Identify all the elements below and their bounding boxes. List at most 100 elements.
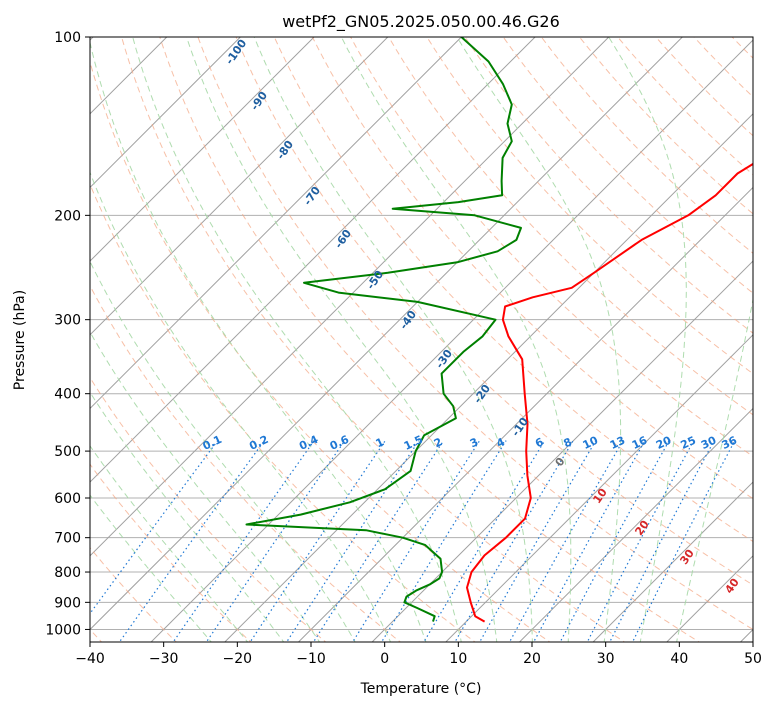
- isotherm-line: [90, 37, 463, 410]
- isotherm-line: [371, 260, 753, 642]
- mixing-ratio-line: [249, 440, 386, 642]
- dry-adiabat-line: [731, 37, 753, 59]
- isotherm-line: [150, 39, 753, 642]
- temperature-profile-line: [466, 162, 753, 623]
- y-tick-label: 1000: [45, 622, 81, 638]
- dry-adiabat-label: -30: [433, 347, 455, 371]
- y-tick-label: 700: [54, 531, 81, 547]
- dry-adiabat-line: [540, 37, 753, 254]
- y-axis-label: Pressure (hPa): [12, 290, 28, 390]
- chart-title: wetPf2_GN05.2025.050.00.46.G26: [282, 12, 560, 32]
- x-tick-label: 10: [449, 651, 467, 667]
- dry-adiabats: [90, 37, 753, 642]
- dry-adiabat-label: 20: [632, 518, 652, 538]
- dry-adiabat-label: -60: [332, 227, 354, 251]
- dry-adiabat-line: [273, 37, 753, 543]
- x-tick-label: −30: [149, 651, 179, 667]
- plot-frame: [89, 36, 754, 643]
- x-tick-label: 0: [380, 651, 389, 667]
- moist-adiabat-line: [253, 37, 533, 642]
- mixing-ratio-line: [533, 440, 646, 642]
- moist-adiabats: [90, 37, 753, 642]
- dry-adiabat-label: -10: [509, 415, 531, 439]
- isotherm-line: [90, 37, 610, 557]
- isotherm-line: [90, 37, 389, 336]
- mixing-ratio-label: 2: [432, 435, 444, 450]
- moist-adiabat-line: [132, 37, 462, 642]
- moist-adiabat-line: [90, 40, 427, 642]
- x-axis-label: Temperature (°C): [360, 681, 482, 697]
- mixing-ratio-label: 16: [630, 434, 650, 452]
- dry-adiabat-line: [90, 60, 551, 642]
- moist-adiabat-line: [340, 37, 572, 642]
- moist-adiabat-line: [456, 37, 622, 642]
- isotherm-line: [224, 113, 753, 642]
- moist-adiabat-line: [90, 171, 392, 642]
- isotherm-line: [518, 407, 753, 642]
- y-tick-label: 300: [54, 313, 81, 329]
- x-tick-label: −20: [223, 651, 253, 667]
- mixing-ratio-label: 3: [468, 435, 480, 450]
- mixing-ratio-label: 1: [374, 435, 386, 450]
- dry-adiabat-label: -20: [471, 382, 493, 406]
- isotherm-line: [739, 628, 753, 642]
- mixing-ratio-line: [479, 440, 597, 642]
- moist-adiabat-line: [90, 391, 285, 642]
- x-tick-label: 20: [523, 651, 541, 667]
- mixing-ratio-line: [172, 440, 315, 642]
- mixing-ratio-label: 0.1: [201, 433, 224, 453]
- mixing-ratio-line: [454, 440, 574, 642]
- dry-adiabat-label: -90: [248, 89, 270, 113]
- mixing-ratio-line: [90, 440, 219, 615]
- mixing-ratio-label: 20: [654, 434, 674, 452]
- isotherm-line: [90, 37, 242, 189]
- isotherm-line: [90, 37, 315, 262]
- dry-adiabat-label: -100: [223, 37, 250, 67]
- mixing-ratio-line: [609, 440, 715, 642]
- dry-adiabat-line: [655, 37, 753, 137]
- moist-adiabat-line: [185, 37, 498, 642]
- y-tick-label: 100: [54, 30, 81, 46]
- x-tick-label: 50: [744, 651, 762, 667]
- x-tick-label: −40: [75, 651, 105, 667]
- x-tick-label: −10: [296, 651, 326, 667]
- dry-adiabat-line: [311, 37, 753, 500]
- dry-adiabat-line: [235, 37, 753, 586]
- isotherm-line: [592, 481, 753, 642]
- dry-adiabat-line: [350, 37, 753, 458]
- mixing-ratio-lines: [90, 440, 736, 642]
- mixing-ratio-label: 30: [699, 434, 719, 452]
- profile-lines: [245, 37, 753, 623]
- mixing-ratio-line: [352, 440, 481, 642]
- mixing-ratio-label: 8: [562, 435, 574, 450]
- y-tick-label: 200: [54, 208, 81, 224]
- dry-adiabat-label: 10: [590, 486, 610, 506]
- y-tick-label: 400: [54, 387, 81, 403]
- mixing-ratio-line: [559, 440, 670, 642]
- dry-adiabat-label: -70: [301, 184, 323, 208]
- moist-adiabat-line: [676, 296, 753, 642]
- mixing-ratio-line: [205, 440, 346, 642]
- moist-adiabat-line: [90, 494, 212, 642]
- mixing-ratio-label: 1.5: [402, 433, 425, 453]
- mixing-ratio-line: [285, 440, 420, 642]
- mixing-ratio-label: 13: [608, 434, 627, 452]
- moist-adiabat-line: [608, 37, 687, 642]
- mixing-ratio-line: [508, 440, 624, 642]
- y-tick-label: 600: [54, 491, 81, 507]
- x-tick-label: 30: [597, 651, 615, 667]
- dewpoint-profile-line: [245, 37, 522, 622]
- mixing-ratio-line: [312, 440, 445, 642]
- dry-adiabat-line: [90, 183, 476, 642]
- dry-adiabat-label: 40: [722, 576, 742, 596]
- moist-adiabat-line: [90, 260, 356, 642]
- y-tick-label: 900: [54, 595, 81, 611]
- isotherm-line: [297, 186, 753, 642]
- moist-adiabat-line: [90, 445, 249, 642]
- dry-adiabat-line: [121, 37, 626, 642]
- mixing-ratio-label: 4: [494, 435, 507, 450]
- y-axis-ticks: 100 200 300 400 500 600 700 800 900 1000: [45, 30, 90, 638]
- dry-adiabat-label: 0: [553, 455, 568, 469]
- dry-adiabat-line: [90, 463, 252, 642]
